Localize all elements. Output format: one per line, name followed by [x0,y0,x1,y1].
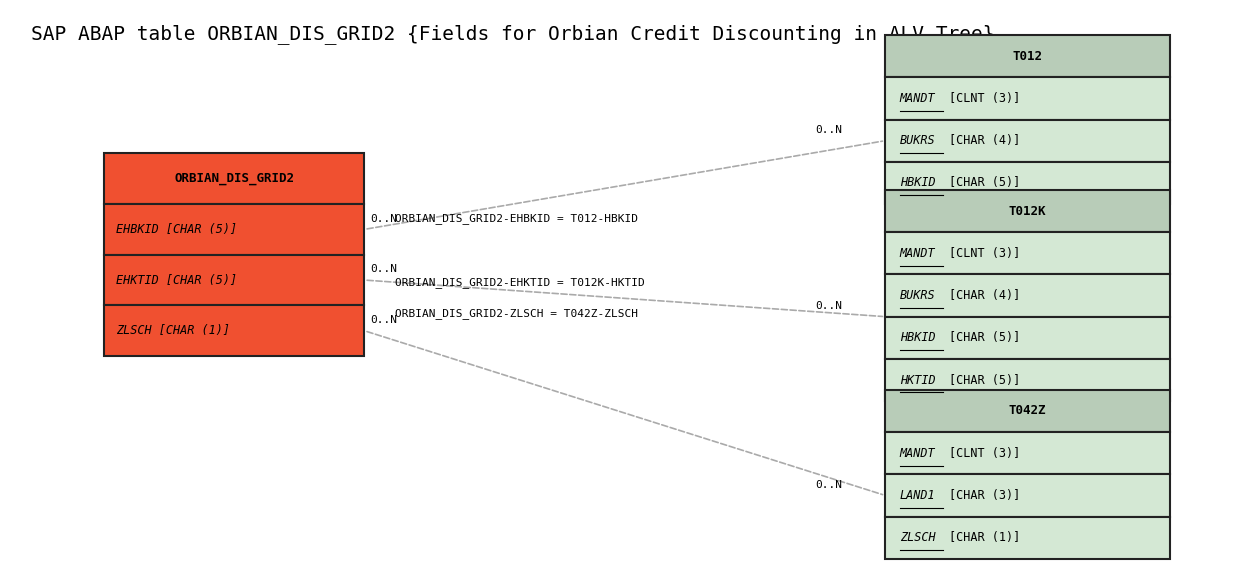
Text: ORBIAN_DIS_GRID2-ZLSCH = T042Z-ZLSCH: ORBIAN_DIS_GRID2-ZLSCH = T042Z-ZLSCH [394,308,638,319]
FancyBboxPatch shape [103,254,364,305]
FancyBboxPatch shape [886,232,1169,275]
Text: MANDT: MANDT [899,247,935,260]
FancyBboxPatch shape [886,317,1169,359]
FancyBboxPatch shape [103,305,364,356]
Text: [CHAR (3)]: [CHAR (3)] [949,489,1020,502]
Text: EHKTID [CHAR (5)]: EHKTID [CHAR (5)] [116,273,238,287]
Text: [CHAR (5)]: [CHAR (5)] [949,177,1020,189]
FancyBboxPatch shape [886,390,1169,432]
FancyBboxPatch shape [103,204,364,254]
FancyBboxPatch shape [886,77,1169,119]
Text: [CHAR (1)]: [CHAR (1)] [949,531,1020,544]
Text: MANDT: MANDT [899,92,935,105]
Text: T012: T012 [1013,50,1042,63]
Text: HBKID: HBKID [899,177,935,189]
Text: 0..N: 0..N [371,213,397,224]
Text: SAP ABAP table ORBIAN_DIS_GRID2 {Fields for Orbian Credit Discounting in ALV Tre: SAP ABAP table ORBIAN_DIS_GRID2 {Fields … [31,24,995,44]
Text: 0..N: 0..N [815,480,842,490]
Text: MANDT: MANDT [899,447,935,460]
FancyBboxPatch shape [886,474,1169,516]
Text: [CHAR (5)]: [CHAR (5)] [949,373,1020,387]
FancyBboxPatch shape [103,153,364,204]
Text: [CHAR (4)]: [CHAR (4)] [949,289,1020,302]
Text: LAND1: LAND1 [899,489,935,502]
FancyBboxPatch shape [886,162,1169,204]
Text: [CHAR (5)]: [CHAR (5)] [949,331,1020,344]
FancyBboxPatch shape [886,190,1169,232]
FancyBboxPatch shape [886,432,1169,474]
Text: [CLNT (3)]: [CLNT (3)] [949,247,1020,260]
FancyBboxPatch shape [886,359,1169,401]
Text: ZLSCH: ZLSCH [899,531,935,544]
Text: 0..N: 0..N [815,125,842,135]
Text: HKTID: HKTID [899,373,935,387]
Text: BUKRS: BUKRS [899,134,935,147]
FancyBboxPatch shape [886,35,1169,77]
FancyBboxPatch shape [886,275,1169,317]
Text: EHBKID [CHAR (5)]: EHBKID [CHAR (5)] [116,223,238,236]
Text: T042Z: T042Z [1009,404,1046,418]
Text: HBKID: HBKID [899,331,935,344]
Text: [CLNT (3)]: [CLNT (3)] [949,447,1020,460]
FancyBboxPatch shape [886,119,1169,162]
Text: T012K: T012K [1009,205,1046,218]
Text: [CLNT (3)]: [CLNT (3)] [949,92,1020,105]
Text: 0..N: 0..N [371,315,397,325]
Text: [CHAR (4)]: [CHAR (4)] [949,134,1020,147]
Text: 0..N: 0..N [815,301,842,311]
Text: BUKRS: BUKRS [899,289,935,302]
Text: ORBIAN_DIS_GRID2-EHKTID = T012K-HKTID: ORBIAN_DIS_GRID2-EHKTID = T012K-HKTID [394,278,644,288]
Text: ZLSCH [CHAR (1)]: ZLSCH [CHAR (1)] [116,324,230,337]
Text: 0..N: 0..N [371,264,397,275]
FancyBboxPatch shape [886,516,1169,559]
Text: ORBIAN_DIS_GRID2: ORBIAN_DIS_GRID2 [174,172,294,185]
Text: ORBIAN_DIS_GRID2-EHBKID = T012-HBKID: ORBIAN_DIS_GRID2-EHBKID = T012-HBKID [394,213,638,223]
